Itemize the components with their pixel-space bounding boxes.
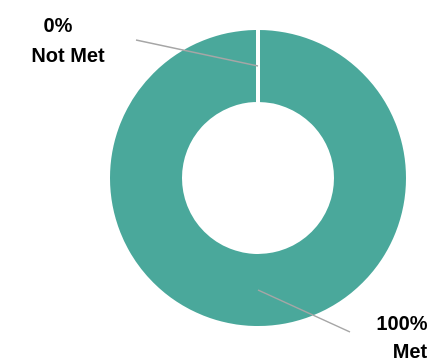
data-label-met-percent: 100% [376, 313, 427, 335]
data-label-not-met-percent: 0% [44, 15, 73, 37]
leader-line-not-met [135, 39, 259, 67]
donut-slices [110, 29, 406, 326]
data-label-met-name: Met [393, 341, 428, 360]
data-label-not-met-name: Not Met [31, 45, 105, 67]
leader-line-met [257, 289, 351, 333]
